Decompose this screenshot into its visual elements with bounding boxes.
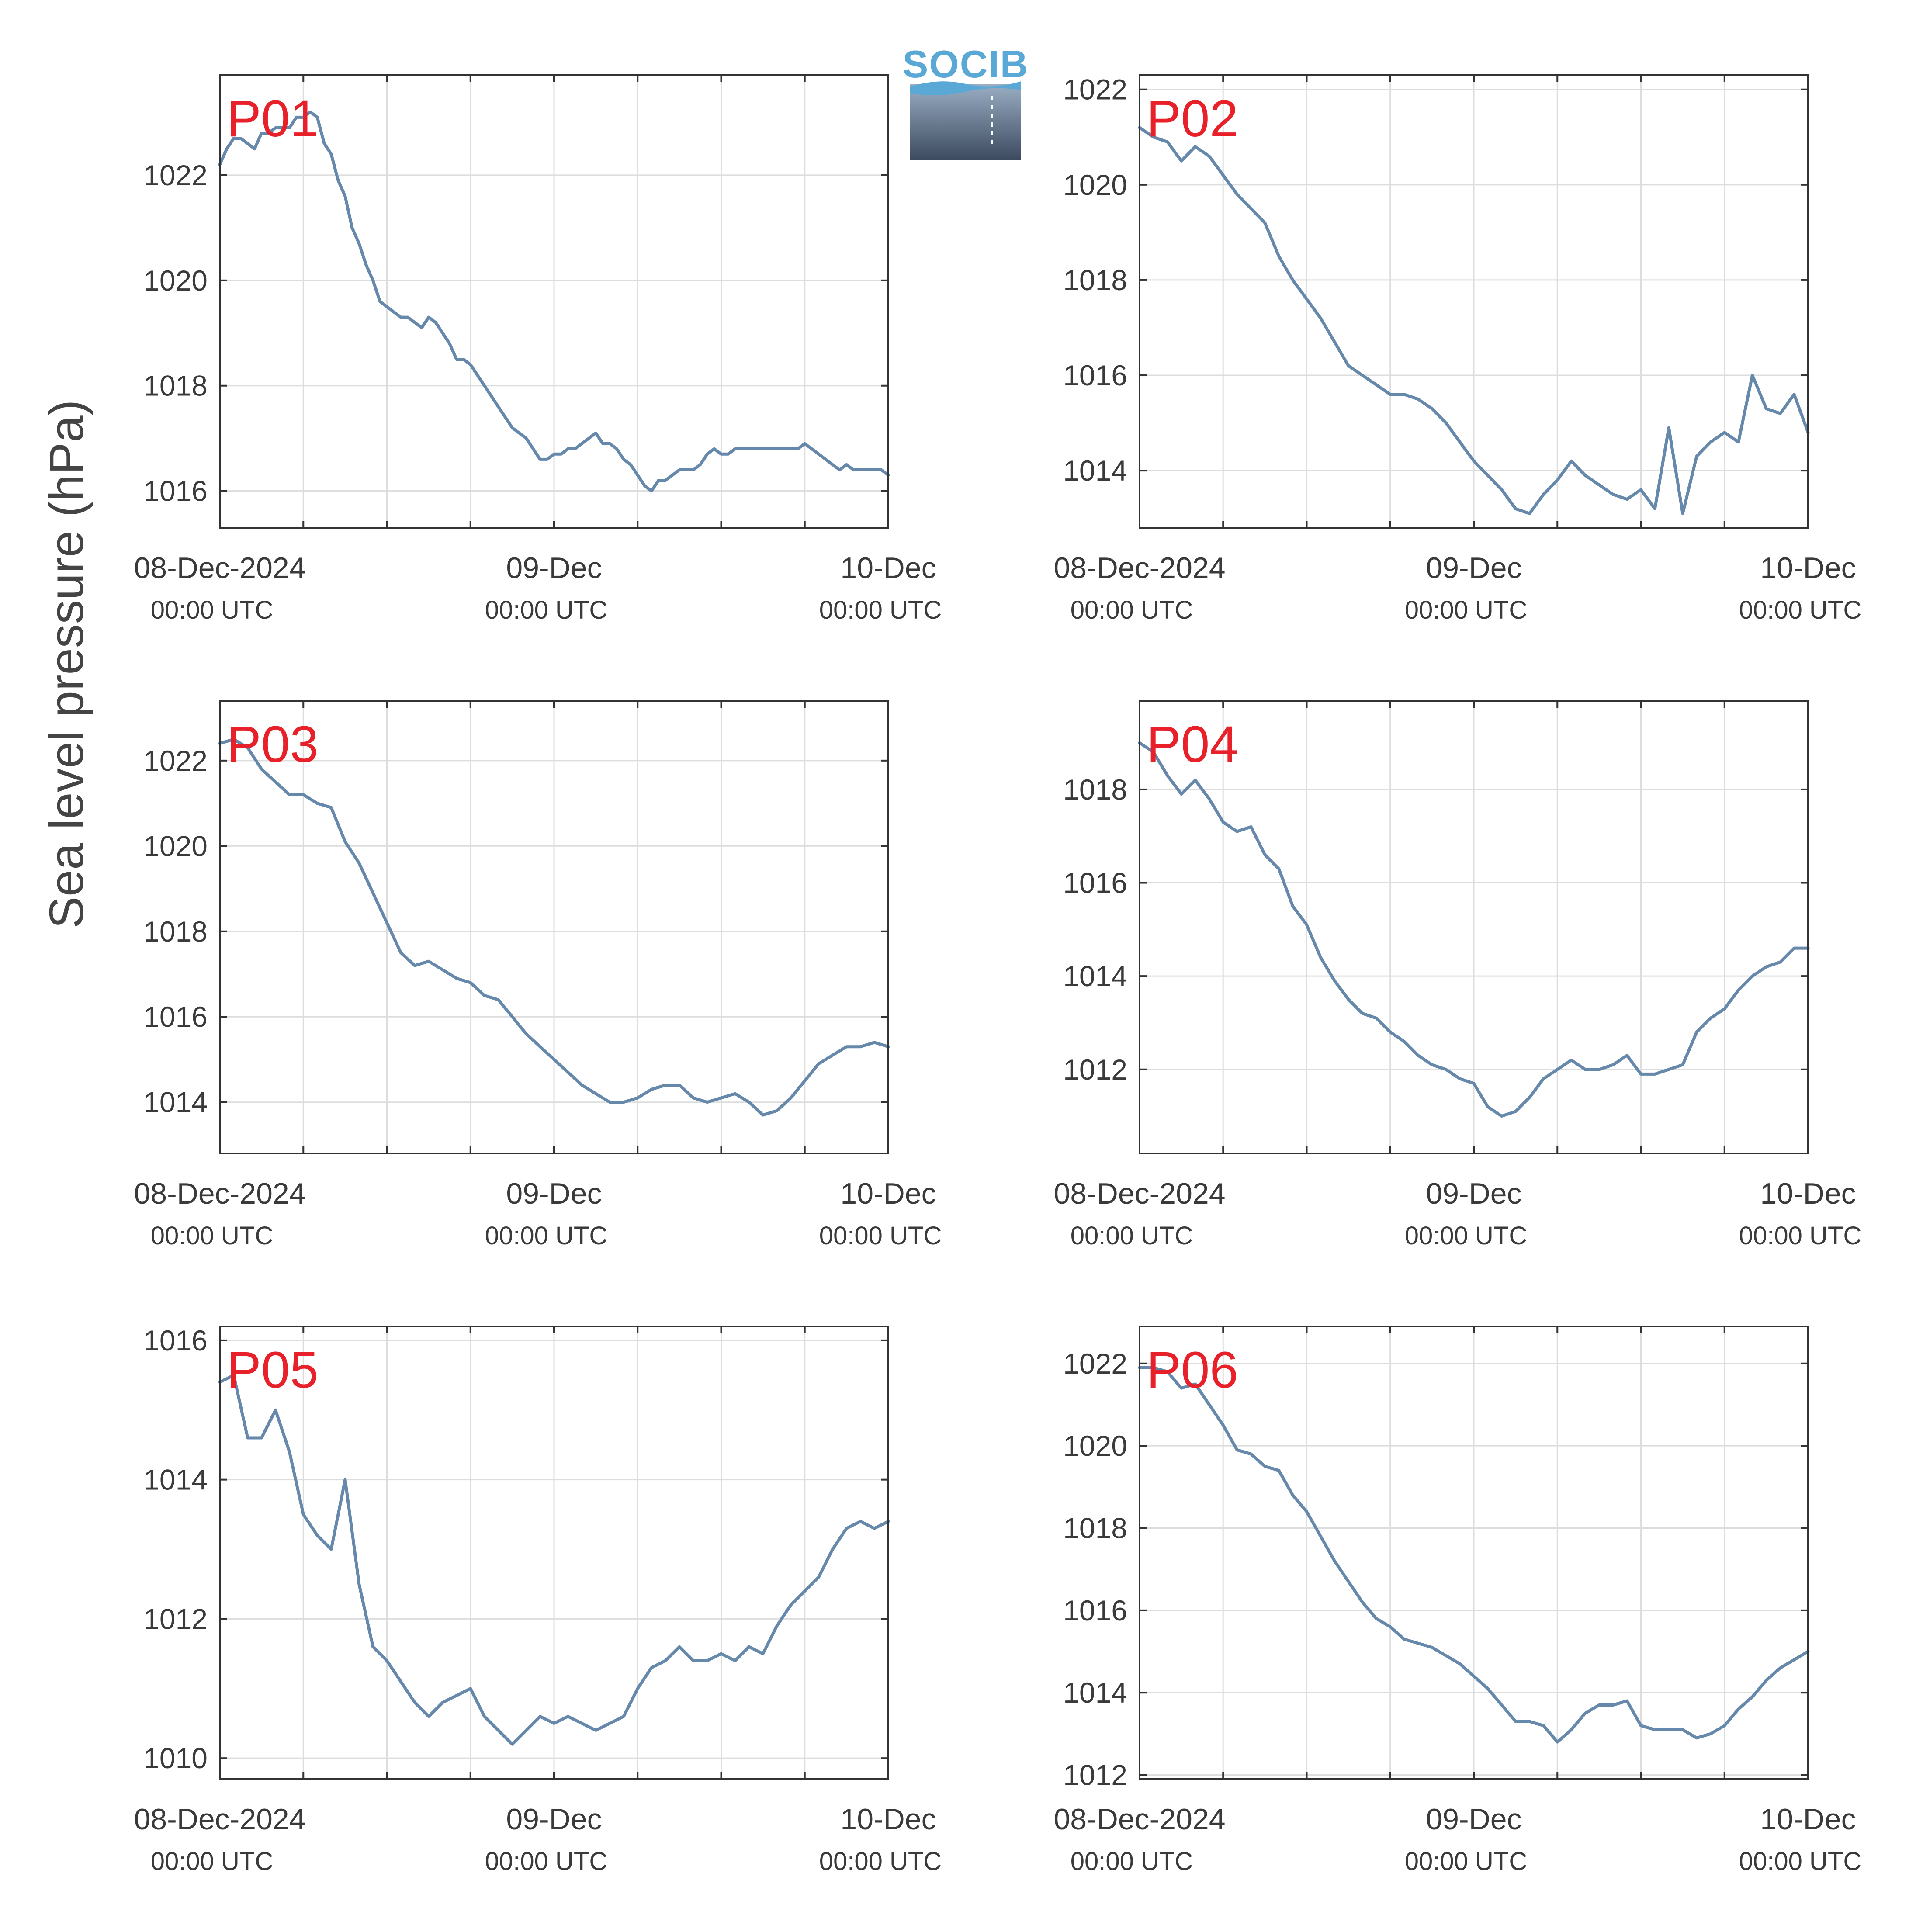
y-tick-label: 1016 (1063, 867, 1127, 899)
x-tick-label: 09-Dec (506, 551, 602, 585)
socib-logo: SOCIB (903, 42, 1029, 160)
panel-label: P05 (227, 1341, 319, 1399)
x-tick-sublabel: 00:00 UTC (1405, 1222, 1527, 1250)
x-tick-label: 10-Dec (1760, 1803, 1856, 1836)
y-tick-label: 1014 (1063, 454, 1127, 487)
x-tick-sublabel: 00:00 UTC (151, 1847, 273, 1876)
series-line (218, 110, 890, 493)
y-tick-label: 1014 (1063, 1676, 1127, 1709)
panel-label: P02 (1147, 90, 1238, 148)
panel-p02: 1014 1016 1018 1020 1022 08-Dec-2024 00:00 UTC… (1053, 73, 1861, 624)
x-tick-sublabel: 00:00 UTC (819, 1222, 942, 1250)
panel-p05: 1010 1012 1014 1016 08-Dec-2024 00:00 UTC 09-D… (134, 1324, 942, 1876)
x-tick-label: 09-Dec (1426, 1803, 1521, 1836)
y-tick-label: 1016 (143, 1324, 208, 1357)
x-tick-label: 09-Dec (506, 1177, 602, 1210)
x-tick-sublabel: 00:00 UTC (151, 1222, 273, 1250)
y-tick-label: 1016 (143, 1001, 208, 1033)
y-tick-label: 1018 (1063, 264, 1127, 296)
panel-p06: 1012 1014 1016 1018 1020 1022 08-Dec-2024 00:00… (1053, 1326, 1861, 1876)
x-tick-label: 08-Dec-2024 (1053, 1177, 1225, 1210)
series-line (1138, 1366, 1810, 1744)
y-tick-label: 1014 (143, 1464, 208, 1496)
logo-wave-block (910, 84, 1021, 160)
x-tick-label: 09-Dec (1426, 1177, 1521, 1210)
x-tick-sublabel: 00:00 UTC (485, 1847, 607, 1876)
y-tick-label: 1016 (1063, 1594, 1127, 1627)
x-tick-sublabel: 00:00 UTC (1071, 1847, 1193, 1876)
x-tick-label: 08-Dec-2024 (134, 551, 305, 585)
x-tick-sublabel: 00:00 UTC (1405, 1847, 1527, 1876)
panel-p04: 1012 1014 1016 1018 08-Dec-2024 00:00 UTC 09-D… (1053, 700, 1861, 1250)
y-tick-label: 1018 (1063, 773, 1127, 806)
x-tick-label: 10-Dec (840, 1803, 936, 1836)
logo-wave-crest (910, 81, 1021, 96)
x-tick-label: 10-Dec (840, 1177, 936, 1210)
y-tick-label: 1016 (143, 475, 208, 507)
y-tick-label: 1020 (143, 264, 208, 297)
y-tick-label: 1022 (143, 159, 208, 191)
y-axis-label: Sea level pressure (hPa) (40, 400, 94, 929)
y-tick-label: 1020 (143, 830, 208, 862)
x-tick-sublabel: 00:00 UTC (1071, 1222, 1193, 1250)
panel-label: P01 (227, 90, 319, 148)
panel-label: P06 (1147, 1341, 1238, 1399)
y-tick-label: 1010 (143, 1742, 208, 1774)
y-tick-label: 1020 (1063, 169, 1127, 201)
x-tick-sublabel: 00:00 UTC (485, 1222, 607, 1250)
x-tick-label: 08-Dec-2024 (1053, 1803, 1225, 1836)
x-tick-sublabel: 00:00 UTC (1071, 596, 1193, 624)
x-tick-sublabel: 00:00 UTC (819, 1847, 942, 1876)
y-tick-label: 1022 (1063, 73, 1127, 106)
y-tick-label: 1022 (1063, 1347, 1127, 1380)
panel-label: P04 (1147, 716, 1238, 773)
x-tick-label: 09-Dec (506, 1803, 602, 1836)
panel-label: P03 (227, 716, 319, 773)
y-tick-label: 1018 (1063, 1512, 1127, 1544)
y-tick-label: 1012 (1063, 1759, 1127, 1791)
x-tick-label: 10-Dec (1760, 551, 1856, 585)
x-tick-sublabel: 00:00 UTC (1405, 596, 1527, 624)
panels: 1016 1018 1020 1022 08-Dec-2024 00:00 UTC 09-D… (134, 73, 1861, 1876)
panel-p01: 1016 1018 1020 1022 08-Dec-2024 00:00 UTC 09-D… (134, 74, 942, 624)
x-tick-sublabel: 00:00 UTC (1739, 1222, 1861, 1250)
y-tick-label: 1014 (143, 1086, 208, 1118)
x-tick-label: 08-Dec-2024 (1053, 551, 1225, 585)
x-tick-sublabel: 00:00 UTC (485, 596, 607, 624)
x-tick-sublabel: 00:00 UTC (1739, 596, 1861, 624)
x-tick-label: 08-Dec-2024 (134, 1177, 305, 1210)
series-line (218, 1374, 890, 1746)
x-tick-label: 08-Dec-2024 (134, 1803, 305, 1836)
x-tick-label: 10-Dec (1760, 1177, 1856, 1210)
series-line (1138, 126, 1810, 515)
panel-p03: 1014 1016 1018 1020 1022 08-Dec-2024 00:00 UTC… (134, 700, 942, 1250)
y-tick-label: 1020 (1063, 1430, 1127, 1462)
series-line (1138, 741, 1810, 1118)
logo-text: SOCIB (903, 42, 1029, 86)
y-tick-label: 1018 (143, 915, 208, 948)
y-tick-label: 1014 (1063, 960, 1127, 992)
x-tick-label: 09-Dec (1426, 551, 1521, 585)
y-tick-label: 1022 (143, 744, 208, 777)
x-tick-sublabel: 00:00 UTC (151, 596, 273, 624)
y-tick-label: 1016 (1063, 359, 1127, 391)
x-tick-sublabel: 00:00 UTC (819, 596, 942, 624)
y-tick-label: 1018 (143, 370, 208, 402)
y-tick-label: 1012 (1063, 1053, 1127, 1086)
y-tick-label: 1012 (143, 1603, 208, 1635)
x-tick-label: 10-Dec (840, 551, 936, 585)
series-line (218, 737, 890, 1117)
x-tick-sublabel: 00:00 UTC (1739, 1847, 1861, 1876)
